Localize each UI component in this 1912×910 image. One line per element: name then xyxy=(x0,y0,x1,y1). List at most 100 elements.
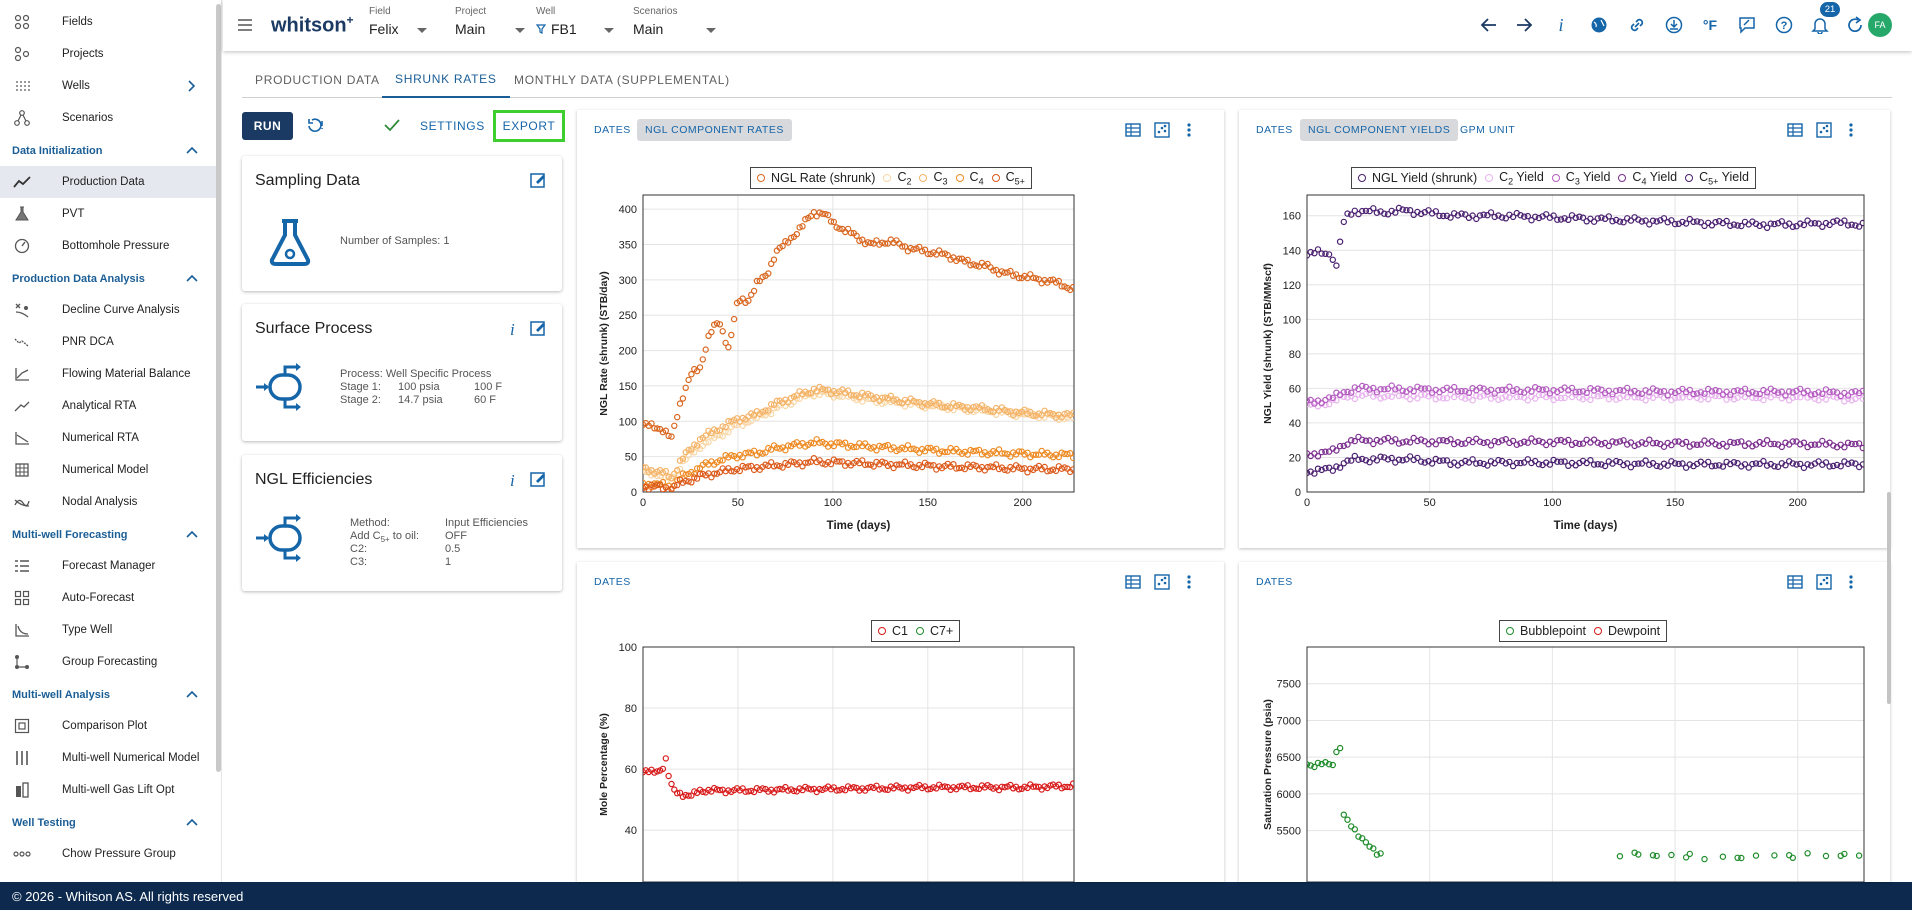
notifications-bell-icon[interactable] xyxy=(1809,14,1831,36)
check-icon[interactable] xyxy=(383,117,401,138)
sidebar-item-forecast-manager[interactable]: Forecast Manager xyxy=(0,550,218,582)
mole-percentage-chart[interactable]: 40 60 80 100 Mole Percentage (%) xyxy=(577,562,1224,882)
scenarios-select[interactable]: Scenarios Main xyxy=(633,6,723,37)
sidebar-item-nodal-analysis[interactable]: Nodal Analysis xyxy=(0,486,218,518)
well-select[interactable]: Well FB1 xyxy=(535,6,616,37)
dates-chip[interactable]: DATES xyxy=(594,576,631,588)
legend-item[interactable]: C1 xyxy=(878,624,908,638)
download-icon[interactable] xyxy=(1663,14,1685,36)
legend-item[interactable]: C3 xyxy=(919,170,948,186)
sidebar-item-chow-pressure-group[interactable]: Chow Pressure Group xyxy=(0,838,218,870)
forward-arrow-icon[interactable] xyxy=(1513,14,1535,36)
legend-item[interactable]: Dewpoint xyxy=(1594,624,1660,638)
edit-icon[interactable] xyxy=(530,320,546,341)
sidebar-item-bottomhole-pressure[interactable]: Bottomhole Pressure xyxy=(0,230,218,262)
legend-item[interactable]: C5+ Yield xyxy=(1685,170,1749,186)
sidebar-item-pnr-dca[interactable]: PNR DCA xyxy=(0,326,218,358)
settings-button[interactable]: SETTINGS xyxy=(420,119,485,133)
legend-item[interactable]: C4 xyxy=(955,170,984,186)
info-icon[interactable]: i xyxy=(510,320,515,339)
link-icon[interactable] xyxy=(1626,14,1648,36)
legend-item[interactable]: C2 xyxy=(883,170,911,186)
temperature-unit-toggle[interactable]: °F xyxy=(1702,17,1718,33)
tab-production-data[interactable]: PRODUCTION DATA xyxy=(255,73,380,87)
sidebar-item-flowing-material-balance[interactable]: Flowing Material Balance xyxy=(0,358,218,390)
refresh-icon[interactable] xyxy=(1844,14,1866,36)
back-arrow-icon[interactable] xyxy=(1478,14,1500,36)
table-icon[interactable] xyxy=(1124,573,1142,591)
sidebar-scrollbar[interactable] xyxy=(216,4,221,772)
legend-item[interactable]: Bubblepoint xyxy=(1506,624,1586,638)
section-data-initialization[interactable]: Data Initialization xyxy=(0,137,218,165)
data-point xyxy=(688,792,695,799)
run-button[interactable]: RUN xyxy=(242,112,293,140)
sidebar-item-pvt[interactable]: PVT xyxy=(0,198,218,230)
sidebar-item-fields[interactable]: Fields xyxy=(0,6,218,38)
project-select[interactable]: Project Main xyxy=(455,6,535,37)
sidebar-item-wells[interactable]: Wells xyxy=(0,70,218,102)
sidebar-item-auto-forecast[interactable]: Auto-Forecast xyxy=(0,582,218,614)
legend-item[interactable]: C7+ xyxy=(915,624,953,638)
info-icon[interactable]: i xyxy=(510,471,515,490)
more-options-icon[interactable] xyxy=(1842,121,1860,139)
help-icon[interactable]: ? xyxy=(1773,14,1795,36)
sidebar-item-numerical-model[interactable]: Numerical Model xyxy=(0,454,218,486)
section-multi-well-forecasting[interactable]: Multi-well Forecasting xyxy=(0,521,218,549)
info-icon[interactable]: i xyxy=(1558,14,1564,35)
sidebar-item-analytical-rta[interactable]: Analytical RTA xyxy=(0,390,218,422)
more-options-icon[interactable] xyxy=(1180,573,1198,591)
legend-item[interactable]: C5+ xyxy=(991,170,1025,186)
sidebar-item-type-well[interactable]: Type Well xyxy=(0,614,218,646)
globe-icon[interactable] xyxy=(1588,14,1610,36)
sidebar-item-multi-well-gas-lift-opt[interactable]: Multi-well Gas Lift Opt xyxy=(0,774,218,806)
ngl-component-yields-chip[interactable]: NGL COMPONENT YIELDS xyxy=(1300,119,1459,141)
sidebar-item-scenarios[interactable]: Scenarios xyxy=(0,102,218,134)
field-select[interactable]: Field Felix xyxy=(369,6,449,37)
dates-chip[interactable]: DATES xyxy=(1256,576,1293,588)
history-icon[interactable] xyxy=(305,116,325,141)
legend-item[interactable]: C3 Yield xyxy=(1551,170,1610,186)
tab-shrunk-rates[interactable]: SHRUNK RATES xyxy=(382,62,510,98)
sidebar-item-decline-curve-analysis[interactable]: Decline Curve Analysis xyxy=(0,294,218,326)
sidebar-item-numerical-rta[interactable]: Numerical RTA xyxy=(0,422,218,454)
sidebar-item-multi-well-numerical-model[interactable]: Multi-well Numerical Model xyxy=(0,742,218,774)
section-multi-well-analysis[interactable]: Multi-well Analysis xyxy=(0,681,218,709)
sidebar-item-projects[interactable]: Projects xyxy=(0,38,218,70)
gpm-unit-chip[interactable]: GPM UNIT xyxy=(1460,124,1516,136)
data-point xyxy=(973,262,980,269)
legend-item[interactable]: C4 Yield xyxy=(1618,170,1677,186)
ngl-rates-chart[interactable]: 0 50 100 150 200 0 50 100 150 200 250 300 350 400 Time… xyxy=(577,110,1224,548)
avatar[interactable]: FA xyxy=(1868,13,1892,37)
tab-monthly-data[interactable]: MONTHLY DATA (SUPPLEMENTAL) xyxy=(514,73,730,87)
table-icon[interactable] xyxy=(1786,121,1804,139)
ngl-component-rates-chip[interactable]: NGL COMPONENT RATES xyxy=(637,119,792,141)
edit-icon[interactable] xyxy=(530,471,546,492)
more-options-icon[interactable] xyxy=(1180,121,1198,139)
feedback-icon[interactable] xyxy=(1736,14,1758,36)
data-point xyxy=(1414,383,1421,390)
legend-item[interactable]: NGL Rate (shrunk) xyxy=(757,171,875,185)
export-button[interactable]: EXPORT xyxy=(493,110,565,142)
table-icon[interactable] xyxy=(1124,121,1142,139)
table-icon[interactable] xyxy=(1786,573,1804,591)
scatter-plot-icon[interactable] xyxy=(1815,573,1833,591)
sidebar-item-production-data[interactable]: Production Data xyxy=(0,166,218,198)
main-scrollbar[interactable] xyxy=(1887,492,1891,704)
dates-chip[interactable]: DATES xyxy=(1256,124,1293,136)
legend-item[interactable]: NGL Yield (shrunk) xyxy=(1358,171,1477,185)
menu-icon[interactable] xyxy=(237,18,253,37)
sidebar-item-group-forecasting[interactable]: Group Forecasting xyxy=(0,646,218,678)
section-well-testing[interactable]: Well Testing xyxy=(0,809,218,837)
scatter-plot-icon[interactable] xyxy=(1153,121,1171,139)
edit-icon[interactable] xyxy=(530,172,546,193)
data-point xyxy=(1819,223,1826,231)
legend-item[interactable]: C2 Yield xyxy=(1485,170,1544,186)
scatter-plot-icon[interactable] xyxy=(1153,573,1171,591)
scatter-plot-icon[interactable] xyxy=(1815,121,1833,139)
sidebar-item-comparison-plot[interactable]: Comparison Plot xyxy=(0,710,218,742)
more-options-icon[interactable] xyxy=(1842,573,1860,591)
ngl-yields-chart[interactable]: 0 50 100 150 200 0 20 40 60 80 100 120 140 160 Time (d… xyxy=(1239,110,1890,548)
dates-chip[interactable]: DATES xyxy=(594,124,631,136)
section-production-data-analysis[interactable]: Production Data Analysis xyxy=(0,265,218,293)
